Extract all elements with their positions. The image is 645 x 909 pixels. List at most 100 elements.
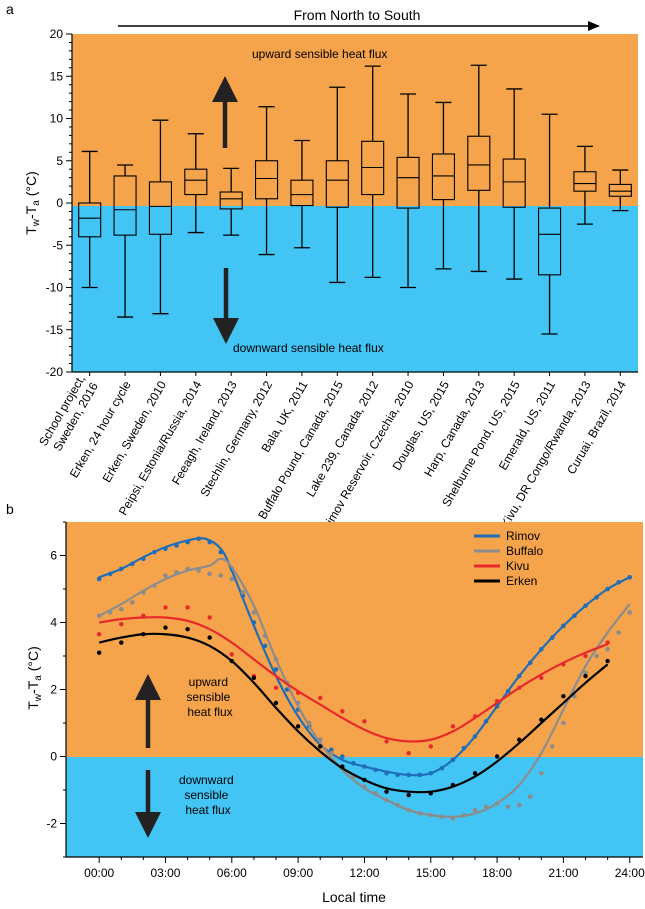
box-iqr xyxy=(396,156,420,209)
data-point xyxy=(583,673,588,679)
y-tick-label-a: -20 xyxy=(46,365,64,379)
data-point xyxy=(516,802,522,808)
y-axis-a: -20 -15 -10 -5 0 5 10 15 20 xyxy=(46,27,638,379)
box-iqr xyxy=(290,179,314,207)
box-iqr xyxy=(502,158,526,208)
box-iqr xyxy=(148,181,172,235)
data-point xyxy=(163,625,168,630)
box-plot xyxy=(78,150,102,376)
box-plot xyxy=(325,86,349,376)
series-erken xyxy=(96,625,610,798)
x-tick-label-b: 00:00 xyxy=(84,866,114,880)
data-point xyxy=(472,771,478,776)
x-tick-label-b: 21:00 xyxy=(548,866,578,880)
y-axis-label-a: Tw-Ta (°C) xyxy=(23,171,42,235)
fit-line xyxy=(98,616,609,743)
box-plot xyxy=(184,133,208,376)
y-tick-label-b: 4 xyxy=(50,616,57,630)
upward-flux-arrow-b-head xyxy=(135,674,161,700)
data-point xyxy=(207,571,212,577)
series-buffalo xyxy=(96,557,633,821)
y-tick-label-a: 15 xyxy=(50,69,64,83)
box-iqr xyxy=(431,153,455,201)
box-plot xyxy=(113,164,137,376)
box-plot xyxy=(573,145,597,376)
data-point xyxy=(494,754,500,759)
series-kivu xyxy=(96,605,610,756)
x-tick-label-b: 15:00 xyxy=(416,866,446,880)
data-point xyxy=(118,606,124,612)
data-point xyxy=(550,744,555,749)
data-point xyxy=(561,720,566,726)
data-point xyxy=(318,744,323,749)
downward-flux-label: downward sensible heat flux xyxy=(233,341,384,355)
box-plot xyxy=(502,88,526,376)
data-point xyxy=(185,627,190,632)
data-point xyxy=(384,789,389,794)
data-point xyxy=(295,724,301,729)
legend-label: Kivu xyxy=(506,559,529,573)
data-point xyxy=(583,653,588,659)
downward-flux-region-b xyxy=(66,757,643,857)
x-tick-label-b: 24:00 xyxy=(615,866,645,880)
y-axis-label-b: Tw-Ta (°C) xyxy=(25,646,44,710)
data-point xyxy=(251,610,257,615)
data-point xyxy=(207,635,212,640)
x-tick-label-b: 12:00 xyxy=(349,866,379,880)
box-plot xyxy=(538,113,562,376)
data-point xyxy=(561,694,566,699)
direction-arrow-head xyxy=(588,21,600,31)
data-point xyxy=(428,744,433,749)
box-iqr xyxy=(78,202,102,238)
data-point xyxy=(130,600,135,605)
legend-label: Buffalo xyxy=(506,544,543,558)
box-iqr xyxy=(538,207,562,276)
legend-label: Erken xyxy=(506,574,537,588)
data-point xyxy=(229,576,235,582)
downward-flux-region xyxy=(72,206,638,372)
data-point xyxy=(229,652,235,657)
data-point xyxy=(472,807,478,813)
fit-line xyxy=(98,537,631,777)
box-plots xyxy=(78,64,632,376)
data-point xyxy=(406,750,411,756)
y-tick-label-b: 0 xyxy=(50,750,57,764)
data-point xyxy=(318,695,323,701)
data-point xyxy=(450,724,456,729)
box-iqr xyxy=(255,160,279,200)
data-point xyxy=(583,670,588,676)
data-point xyxy=(605,658,610,664)
data-point xyxy=(406,792,411,798)
data-point xyxy=(527,794,533,799)
downward-flux-label-b: downward sensible heat flux xyxy=(179,773,237,817)
data-point xyxy=(251,675,257,680)
data-point xyxy=(539,770,544,776)
box-plot xyxy=(148,119,172,376)
box-iqr xyxy=(219,191,243,210)
category-label: Erken, Sweden, 2010 xyxy=(100,378,170,485)
downward-flux-arrow-b-head xyxy=(135,812,161,838)
downward-flux-arrow-head xyxy=(213,318,239,344)
box-iqr xyxy=(608,183,632,197)
box-plot xyxy=(219,167,243,376)
box-iqr xyxy=(467,135,491,191)
y-tick-label-b: 2 xyxy=(50,683,57,697)
data-point xyxy=(505,804,511,810)
data-point xyxy=(119,621,124,627)
y-tick-label-b: -2 xyxy=(46,817,57,831)
x-tick-label-b: 09:00 xyxy=(283,866,313,880)
upward-flux-label: upward sensible heat flux xyxy=(252,47,387,61)
data-point xyxy=(605,647,610,652)
y-tick-label-a: -10 xyxy=(46,281,64,295)
data-point xyxy=(163,573,168,578)
box-iqr xyxy=(113,175,137,236)
data-point xyxy=(616,630,621,635)
upward-flux-arrow-head xyxy=(212,76,238,102)
series-b xyxy=(96,536,633,821)
direction-label: From North to South xyxy=(294,7,421,23)
y-tick-label-a: 20 xyxy=(50,27,64,41)
box-iqr xyxy=(184,168,208,196)
upward-flux-label-b: upward sensible heat flux xyxy=(186,675,233,719)
